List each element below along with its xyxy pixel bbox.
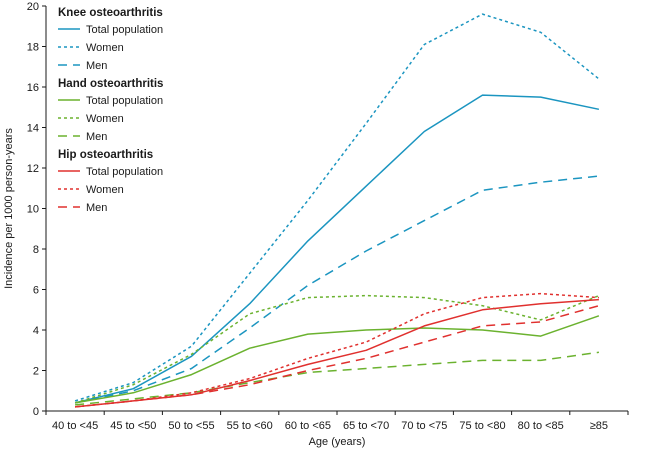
series-layer (74, 13, 600, 408)
series-line-hand-total (74, 315, 600, 404)
y-axis-title: Incidence per 1000 person-years (3, 128, 15, 289)
series-line-hip-men (75, 304, 600, 408)
x-tick-label: 75 to <80 (459, 420, 505, 432)
x-tick-label: 60 to <65 (285, 420, 331, 432)
y-tick-label: 18 (27, 42, 39, 54)
series-line-knee-total (74, 94, 600, 404)
legend-heading: Knee osteoarthritis (58, 7, 163, 19)
legend-label: Women (86, 113, 124, 125)
y-tick-label: 20 (27, 1, 39, 13)
y-tick-label: 6 (33, 285, 39, 297)
legend-label: Total population (86, 24, 163, 36)
series-line-knee-men (74, 175, 599, 404)
legend: Knee osteoarthritis Total population Women… (58, 7, 163, 214)
legend-heading: Hip osteoarthritis (58, 149, 153, 161)
x-tick-label: 65 to <70 (343, 420, 389, 432)
x-axis-ticks: 40 to <45 45 to <50 50 to <55 55 to <60 60 t… (45, 411, 629, 432)
y-tick-label: 14 (27, 123, 39, 135)
series-line-hip-women (75, 292, 599, 408)
legend-label: Women (86, 42, 124, 54)
legend-label: Total population (86, 95, 163, 107)
series-line-hand-men (75, 351, 600, 406)
y-tick-label: 12 (27, 163, 39, 175)
y-tick-label: 10 (27, 204, 39, 216)
x-tick-label: 50 to <55 (168, 420, 214, 432)
series-line-knee-women (74, 13, 600, 402)
series-line-hand-women (74, 294, 600, 404)
x-tick-label: 80 to <85 (518, 420, 564, 432)
y-tick-label: 2 (33, 366, 39, 378)
x-tick-label: 40 to <45 (52, 420, 98, 432)
legend-heading: Hand osteoarthritis (58, 78, 163, 90)
y-tick-label: 0 (33, 406, 39, 418)
x-tick-label: 45 to <50 (110, 420, 156, 432)
legend-label: Men (86, 202, 107, 214)
x-tick-label: 55 to <60 (227, 420, 273, 432)
y-tick-label: 16 (27, 82, 39, 94)
legend-label: Men (86, 131, 107, 143)
x-axis-title: Age (years) (309, 436, 366, 448)
y-tick-label: 8 (33, 244, 39, 256)
legend-label: Women (86, 184, 124, 196)
series-line-hip-total (75, 298, 599, 408)
legend-label: Total population (86, 166, 163, 178)
x-tick-label: ≥85 (590, 420, 608, 432)
y-axis-ticks: 0 2 4 6 8 10 12 14 16 18 20 (27, 1, 46, 418)
legend-label: Men (86, 60, 107, 72)
x-tick-label: 70 to <75 (401, 420, 447, 432)
y-tick-label: 4 (33, 325, 39, 337)
